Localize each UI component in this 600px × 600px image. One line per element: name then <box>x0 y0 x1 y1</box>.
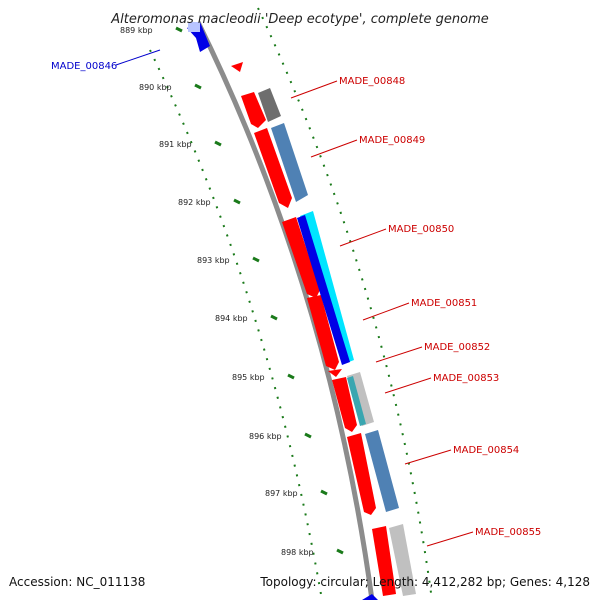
cds-forward-red <box>254 128 292 208</box>
cds-forward-red <box>332 377 357 432</box>
tick-mark <box>270 314 278 321</box>
gene-leader-line <box>339 228 387 247</box>
label-layer: MADE_00846 MADE_00848 MADE_00849 MADE_00850… <box>51 49 541 547</box>
tick-label: 893 kbp <box>197 256 230 265</box>
gene-leader-line <box>362 302 410 321</box>
gene-label: MADE_00854 <box>453 445 519 456</box>
cds-blue <box>297 215 350 365</box>
cds-steelblue <box>365 430 399 512</box>
gene-label: MADE_00851 <box>411 298 477 309</box>
gene-leader-line <box>404 449 452 465</box>
cds-blue-bottom <box>362 594 378 600</box>
tick-label: 892 kbp <box>178 198 211 207</box>
cds-forward-red <box>307 295 339 370</box>
summary-text: Topology: circular; Length: 4,412,282 bp… <box>260 575 590 589</box>
cds-forward-red <box>347 433 376 515</box>
map-title: Alteromonas macleodii 'Deep ecotype', co… <box>110 12 488 27</box>
gene-label: MADE_00853 <box>433 373 499 384</box>
tick-label: 891 kbp <box>159 140 192 149</box>
gene-label: MADE_00846 <box>51 61 117 72</box>
tick-mark <box>214 140 222 147</box>
forward-strand-features <box>231 62 396 596</box>
tick-mark <box>336 548 344 555</box>
gene-label: MADE_00848 <box>339 76 405 87</box>
cds-steelblue <box>271 123 308 202</box>
tick-layer: 889 kbp 890 kbp 891 kbp 892 kbp 893 kbp 894 k… <box>120 26 344 557</box>
gene-leader-line <box>290 80 338 99</box>
cds-forward-red-small <box>328 369 342 377</box>
gene-label: MADE_00855 <box>475 527 541 538</box>
gene-leader-line <box>426 531 474 547</box>
gene-leader-line <box>310 139 358 158</box>
gene-label: MADE_00852 <box>424 342 490 353</box>
gene-leader-line <box>375 346 423 363</box>
tick-label: 897 kbp <box>265 489 298 498</box>
tick-label: 894 kbp <box>215 314 248 323</box>
cds-forward-red-small <box>231 62 243 72</box>
tick-mark <box>175 26 183 33</box>
tick-mark <box>320 489 328 496</box>
cds-forward-red <box>241 92 266 128</box>
cds-light-gray <box>389 524 416 596</box>
cds-dark-gray <box>258 88 281 122</box>
tick-label: 889 kbp <box>120 26 153 35</box>
tick-mark <box>252 256 260 263</box>
tick-mark <box>194 83 202 90</box>
tick-label: 890 kbp <box>139 83 172 92</box>
cds-forward-red <box>372 526 396 596</box>
tick-mark <box>304 432 312 439</box>
reverse-strand-features <box>187 22 416 600</box>
cds-forward-red <box>282 217 320 298</box>
tick-mark <box>287 373 295 380</box>
backbone <box>195 20 375 600</box>
gene-leader-line <box>384 377 432 394</box>
inner-tick-ring <box>149 49 323 600</box>
cds-teal <box>347 376 366 426</box>
gene-label: MADE_00850 <box>388 224 454 235</box>
tick-label: 896 kbp <box>249 432 282 441</box>
cds-blue-light <box>188 22 200 32</box>
tick-label: 895 kbp <box>232 373 265 382</box>
gene-leader-line <box>115 49 161 66</box>
gene-label: MADE_00849 <box>359 135 425 146</box>
tick-label: 898 kbp <box>281 548 314 557</box>
tick-mark <box>233 198 241 205</box>
accession-text: Accession: NC_011138 <box>9 575 146 589</box>
